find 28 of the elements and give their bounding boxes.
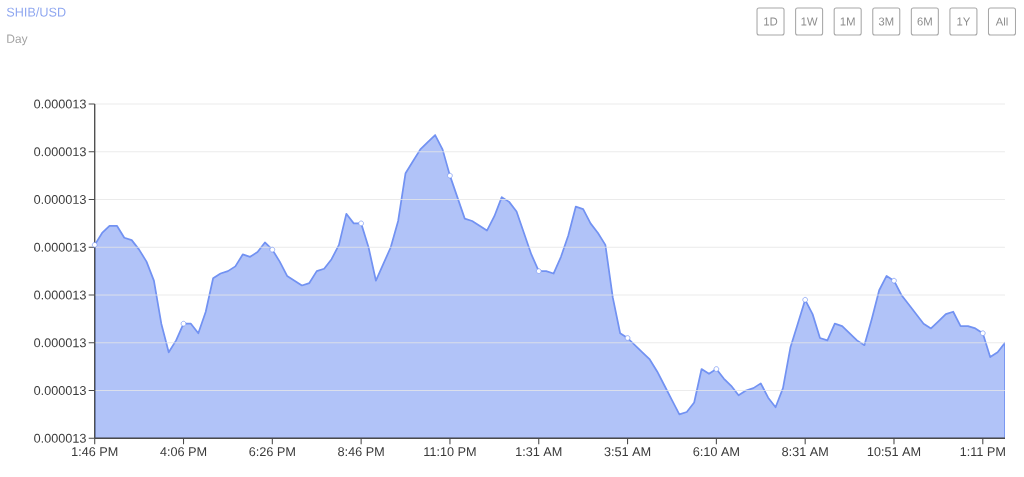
x-tick-label: 1:31 AM bbox=[516, 447, 562, 457]
y-tick-label: 0.000013 bbox=[34, 99, 86, 109]
y-tick-label: 0.000013 bbox=[34, 147, 86, 157]
text: 3M bbox=[878, 17, 894, 26]
y-tick-label: 0.000013 bbox=[34, 195, 86, 204]
x-tick-label: 6:10 AM bbox=[693, 447, 739, 457]
x-tick-label: 4:06 PM bbox=[160, 447, 207, 457]
text: 6M bbox=[917, 17, 932, 26]
x-tick-label: 1:46 PM bbox=[72, 447, 118, 457]
y-tick-label: 0.000013 bbox=[34, 338, 86, 348]
x-tick-label: 3:51 AM bbox=[604, 447, 651, 457]
x-tick-label: 10:51 AM bbox=[867, 447, 921, 457]
chart-title: SHIB/USD bbox=[6, 7, 66, 17]
text: 1W bbox=[801, 17, 818, 26]
chart-subtitle: Day bbox=[7, 34, 28, 46]
text: All bbox=[995, 17, 1008, 26]
x-tick-label: 6:26 PM bbox=[249, 447, 295, 457]
text: 1M bbox=[840, 17, 855, 26]
text: 1Y bbox=[957, 17, 971, 26]
x-tick-label: 11:10 PM bbox=[424, 447, 476, 457]
y-tick-label: 0.000013 bbox=[34, 433, 86, 443]
y-tick-label: 0.000013 bbox=[34, 290, 86, 300]
x-tick-label: 8:46 PM bbox=[338, 447, 384, 457]
text: 1D bbox=[764, 17, 778, 26]
y-tick-label: 0.000013 bbox=[34, 242, 86, 252]
x-tick-label: 8:31 AM bbox=[782, 447, 828, 457]
y-tick-label: 0.000013 bbox=[34, 386, 86, 396]
x-tick-label: 1:11 PM bbox=[960, 447, 1005, 456]
